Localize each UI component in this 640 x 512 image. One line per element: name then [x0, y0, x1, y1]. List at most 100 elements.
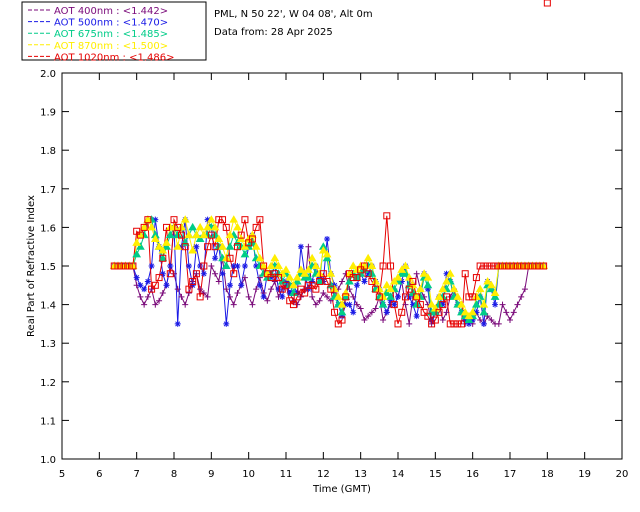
data-point — [144, 216, 152, 224]
data-point — [192, 230, 201, 239]
data-point — [233, 243, 241, 251]
data-point — [525, 262, 533, 270]
data-point — [286, 290, 293, 297]
data-point — [141, 286, 148, 293]
data-point — [431, 316, 439, 324]
data-point — [219, 216, 227, 224]
data-point — [211, 243, 219, 251]
data-point — [309, 278, 316, 285]
data-point — [439, 301, 446, 308]
data-point — [387, 262, 395, 270]
data-point — [282, 281, 290, 289]
data-point — [148, 286, 155, 293]
data-point — [350, 293, 357, 300]
data-point — [185, 285, 193, 293]
data-point — [305, 243, 312, 250]
data-point — [363, 253, 373, 262]
data-point — [503, 309, 510, 316]
data-point — [308, 281, 316, 289]
data-point — [152, 216, 159, 223]
data-point — [319, 270, 327, 278]
data-point — [502, 262, 510, 270]
data-point — [378, 300, 388, 308]
y-tick-label: 1.9 — [40, 108, 56, 119]
data-point — [543, 0, 551, 7]
data-point — [248, 235, 256, 243]
data-point — [495, 320, 502, 327]
data-point — [260, 262, 268, 270]
data-point — [200, 290, 207, 297]
data-point — [483, 276, 492, 285]
data-point — [378, 292, 388, 300]
data-point — [368, 277, 376, 285]
y-tick-label: 1.7 — [40, 185, 56, 196]
data-point — [147, 222, 156, 231]
data-point — [484, 262, 492, 270]
data-point — [357, 305, 364, 312]
data-point — [305, 286, 312, 293]
data-point — [292, 273, 302, 281]
axis-ticks: 5 6 7 8 9 10 11 12 13 14 15 16 17 18 19 20 1.0 1.1 1.2 1.3 1… — [40, 69, 628, 480]
data-point — [304, 281, 312, 289]
data-point — [521, 286, 528, 293]
data-point — [423, 273, 433, 281]
data-point — [469, 293, 477, 301]
data-point — [238, 282, 245, 289]
site-info: PML, N 50 22', W 04 08', Alt 0m — [214, 9, 373, 20]
data-point — [312, 301, 319, 308]
data-point — [158, 246, 168, 254]
data-point — [472, 300, 481, 308]
data-point — [197, 286, 204, 293]
data-point — [184, 230, 194, 239]
data-point — [398, 278, 405, 285]
data-point — [409, 277, 417, 285]
data-point — [465, 320, 472, 327]
y-tick-label: 2.0 — [40, 69, 56, 80]
data-point — [330, 284, 339, 293]
data-point — [264, 297, 271, 304]
data-point — [162, 242, 171, 250]
data-point — [270, 253, 280, 262]
data-point — [435, 308, 443, 316]
data-point — [279, 293, 286, 300]
data-point — [200, 262, 208, 270]
data-point — [297, 293, 304, 300]
data-point — [457, 320, 465, 328]
data-point — [133, 227, 141, 235]
data-point — [297, 285, 305, 293]
y-tick-label: 1.4 — [40, 301, 56, 312]
data-point — [406, 320, 413, 327]
data-point — [271, 278, 278, 285]
data-point — [251, 242, 261, 250]
x-tick-label: 6 — [96, 469, 102, 480]
y-tick-label: 1.8 — [40, 146, 56, 157]
data-point — [315, 269, 324, 277]
legend-box — [21, 1, 207, 61]
data-point — [361, 317, 368, 324]
data-point — [174, 286, 181, 293]
data-point — [212, 255, 219, 262]
data-point — [438, 284, 448, 293]
data-point — [394, 320, 402, 328]
data-point — [193, 243, 200, 250]
data-point — [476, 262, 484, 270]
data-point — [472, 292, 481, 300]
data-point — [241, 263, 248, 269]
data-point — [174, 320, 181, 327]
data-point — [402, 301, 409, 308]
x-tick-label: 15 — [429, 469, 442, 480]
data-point — [307, 253, 317, 262]
data-point — [430, 307, 440, 316]
data-point — [114, 262, 122, 270]
data-point — [289, 301, 297, 309]
data-point — [189, 282, 196, 289]
data-point — [300, 269, 310, 277]
data-point — [275, 274, 283, 282]
y-tick-label: 1.3 — [40, 339, 56, 350]
data-point — [353, 282, 360, 289]
data-point — [389, 276, 399, 285]
data-point — [240, 249, 250, 258]
data-point — [137, 282, 144, 289]
data-point — [528, 262, 536, 270]
data-point — [266, 261, 276, 269]
